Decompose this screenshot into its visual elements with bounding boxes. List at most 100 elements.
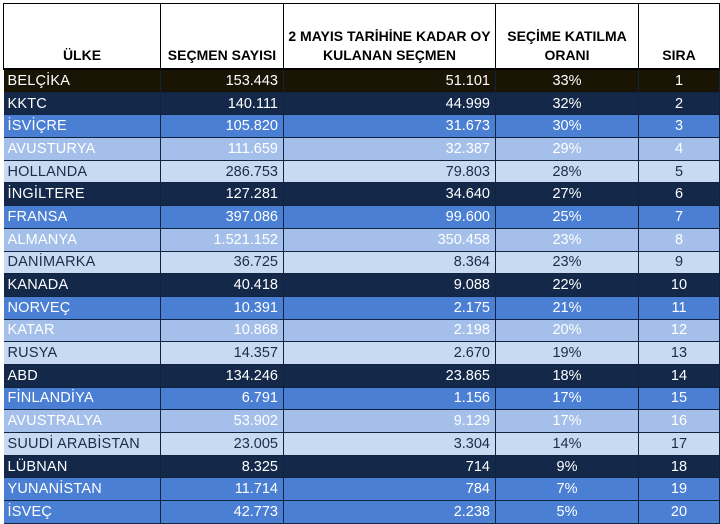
cell-country[interactable]: AVUSTRALYA <box>3 409 161 433</box>
cell-voted-count[interactable]: 51.101 <box>283 69 496 93</box>
cell-voter-count[interactable]: 42.773 <box>160 500 284 524</box>
cell-country[interactable]: FRANSA <box>3 205 161 229</box>
cell-turnout-rate[interactable]: 25% <box>495 205 639 229</box>
cell-country[interactable]: SUUDİ ARABİSTAN <box>3 432 161 456</box>
cell-turnout-rate[interactable]: 22% <box>495 273 639 297</box>
cell-turnout-rate[interactable]: 17% <box>495 387 639 411</box>
cell-voter-count[interactable]: 53.902 <box>160 409 284 433</box>
cell-country[interactable]: KKTC <box>3 92 161 116</box>
cell-rank[interactable]: 11 <box>638 296 720 320</box>
cell-turnout-rate[interactable]: 9% <box>495 455 639 479</box>
cell-country[interactable]: İSVİÇRE <box>3 114 161 139</box>
header-country[interactable]: ÜLKE <box>3 3 161 70</box>
header-voted-count[interactable]: 2 MAYIS TARİHİNE KADAR OY KULANAN SEÇMEN <box>283 3 496 70</box>
cell-voter-count[interactable]: 127.281 <box>160 182 284 207</box>
cell-rank[interactable]: 16 <box>638 409 720 433</box>
cell-voter-count[interactable]: 140.111 <box>160 92 284 116</box>
cell-voted-count[interactable]: 31.673 <box>283 114 496 139</box>
cell-country[interactable]: ABD <box>3 364 161 388</box>
cell-voter-count[interactable]: 6.791 <box>160 387 284 411</box>
cell-voted-count[interactable]: 44.999 <box>283 92 496 116</box>
cell-voted-count[interactable]: 2.175 <box>283 296 496 320</box>
cell-rank[interactable]: 13 <box>638 341 720 365</box>
cell-rank[interactable]: 10 <box>638 273 720 297</box>
cell-voted-count[interactable]: 350.458 <box>283 228 496 252</box>
cell-turnout-rate[interactable]: 32% <box>495 92 639 116</box>
cell-country[interactable]: KATAR <box>3 319 161 343</box>
cell-rank[interactable]: 1 <box>638 69 720 93</box>
cell-voter-count[interactable]: 40.418 <box>160 273 284 297</box>
cell-voter-count[interactable]: 8.325 <box>160 455 284 479</box>
cell-voted-count[interactable]: 1.156 <box>283 387 496 411</box>
cell-country[interactable]: İNGİLTERE <box>3 182 161 207</box>
cell-voter-count[interactable]: 1.521.152 <box>160 228 284 252</box>
cell-rank[interactable]: 20 <box>638 500 720 524</box>
header-rank[interactable]: SIRA <box>638 3 720 70</box>
cell-country[interactable]: NORVEÇ <box>3 296 161 320</box>
cell-turnout-rate[interactable]: 19% <box>495 341 639 365</box>
cell-voted-count[interactable]: 2.238 <box>283 500 496 524</box>
cell-turnout-rate[interactable]: 21% <box>495 296 639 320</box>
cell-rank[interactable]: 8 <box>638 228 720 252</box>
cell-country[interactable]: DANİMARKA <box>3 251 161 275</box>
cell-country[interactable]: İSVEÇ <box>3 500 161 524</box>
cell-voted-count[interactable]: 34.640 <box>283 182 496 207</box>
cell-country[interactable]: YUNANİSTAN <box>3 477 161 502</box>
cell-voter-count[interactable]: 105.820 <box>160 114 284 139</box>
cell-voter-count[interactable]: 397.086 <box>160 205 284 229</box>
cell-country[interactable]: AVUSTURYA <box>3 137 161 161</box>
cell-turnout-rate[interactable]: 23% <box>495 251 639 275</box>
cell-rank[interactable]: 5 <box>638 160 720 184</box>
cell-turnout-rate[interactable]: 33% <box>495 69 639 93</box>
cell-voter-count[interactable]: 10.868 <box>160 319 284 343</box>
cell-turnout-rate[interactable]: 29% <box>495 137 639 161</box>
cell-turnout-rate[interactable]: 23% <box>495 228 639 252</box>
cell-rank[interactable]: 12 <box>638 319 720 343</box>
cell-voted-count[interactable]: 79.803 <box>283 160 496 184</box>
cell-voted-count[interactable]: 9.129 <box>283 409 496 433</box>
cell-rank[interactable]: 19 <box>638 477 720 502</box>
cell-country[interactable]: RUSYA <box>3 341 161 365</box>
cell-voter-count[interactable]: 286.753 <box>160 160 284 184</box>
cell-turnout-rate[interactable]: 27% <box>495 182 639 207</box>
cell-rank[interactable]: 6 <box>638 182 720 207</box>
cell-turnout-rate[interactable]: 7% <box>495 477 639 502</box>
cell-country[interactable]: HOLLANDA <box>3 160 161 184</box>
cell-voted-count[interactable]: 32.387 <box>283 137 496 161</box>
cell-rank[interactable]: 17 <box>638 432 720 456</box>
cell-rank[interactable]: 15 <box>638 387 720 411</box>
cell-voter-count[interactable]: 14.357 <box>160 341 284 365</box>
cell-turnout-rate[interactable]: 18% <box>495 364 639 388</box>
cell-voted-count[interactable]: 9.088 <box>283 273 496 297</box>
cell-voter-count[interactable]: 111.659 <box>160 137 284 161</box>
cell-voted-count[interactable]: 784 <box>283 477 496 502</box>
cell-voter-count[interactable]: 23.005 <box>160 432 284 456</box>
cell-voter-count[interactable]: 153.443 <box>160 69 284 93</box>
cell-country[interactable]: FİNLANDİYA <box>3 387 161 411</box>
cell-rank[interactable]: 2 <box>638 92 720 116</box>
cell-voted-count[interactable]: 2.670 <box>283 341 496 365</box>
cell-voted-count[interactable]: 23.865 <box>283 364 496 388</box>
cell-country[interactable]: ALMANYA <box>3 228 161 252</box>
cell-country[interactable]: BELÇİKA <box>3 69 161 93</box>
cell-voted-count[interactable]: 714 <box>283 455 496 479</box>
cell-rank[interactable]: 7 <box>638 205 720 229</box>
cell-voter-count[interactable]: 36.725 <box>160 251 284 275</box>
cell-voted-count[interactable]: 3.304 <box>283 432 496 456</box>
cell-turnout-rate[interactable]: 14% <box>495 432 639 456</box>
cell-turnout-rate[interactable]: 30% <box>495 114 639 139</box>
cell-rank[interactable]: 4 <box>638 137 720 161</box>
cell-turnout-rate[interactable]: 20% <box>495 319 639 343</box>
cell-voted-count[interactable]: 2.198 <box>283 319 496 343</box>
header-turnout-rate[interactable]: SEÇİME KATILMA ORANI <box>495 3 639 70</box>
cell-rank[interactable]: 18 <box>638 455 720 479</box>
cell-voter-count[interactable]: 11.714 <box>160 477 284 502</box>
cell-turnout-rate[interactable]: 28% <box>495 160 639 184</box>
cell-rank[interactable]: 14 <box>638 364 720 388</box>
cell-country[interactable]: KANADA <box>3 273 161 297</box>
cell-country[interactable]: LÜBNAN <box>3 455 161 479</box>
cell-rank[interactable]: 3 <box>638 114 720 139</box>
cell-voted-count[interactable]: 8.364 <box>283 251 496 275</box>
cell-voter-count[interactable]: 134.246 <box>160 364 284 388</box>
cell-turnout-rate[interactable]: 17% <box>495 409 639 433</box>
